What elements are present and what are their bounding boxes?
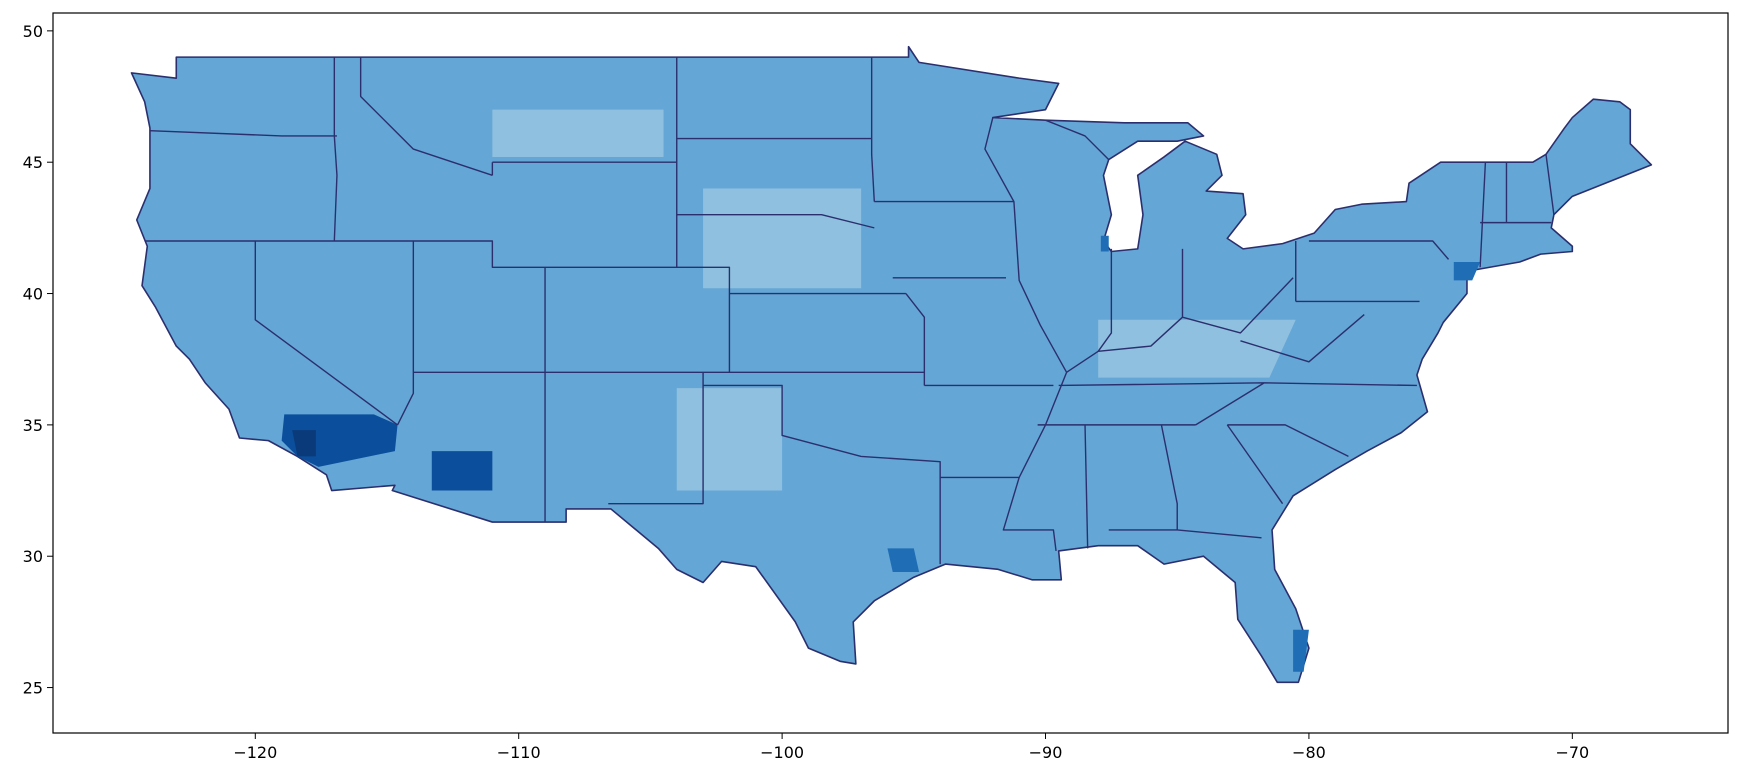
dark-region [431, 451, 493, 491]
y-tick-label: 45 [23, 153, 43, 172]
projection [131, 47, 1651, 683]
y-tick-label: 25 [23, 679, 43, 698]
y-tick-label: 30 [23, 547, 43, 566]
x-tick-label: −100 [760, 743, 804, 762]
map-layer [131, 47, 1651, 683]
x-tick-label: −110 [497, 743, 541, 762]
axes-frame [52, 12, 1729, 734]
x-tick-label: −90 [1029, 743, 1063, 762]
state-borders [145, 57, 1554, 564]
y-tick-label: 40 [23, 285, 43, 304]
x-tick-label: −70 [1555, 743, 1589, 762]
us-outline [131, 47, 1651, 683]
x-tick-label: −120 [233, 743, 277, 762]
y-tick-label: 50 [23, 22, 43, 41]
x-tick-label: −80 [1292, 743, 1326, 762]
light-region [492, 109, 1296, 491]
dark-region [292, 430, 316, 457]
y-tick-label: 35 [23, 416, 43, 435]
